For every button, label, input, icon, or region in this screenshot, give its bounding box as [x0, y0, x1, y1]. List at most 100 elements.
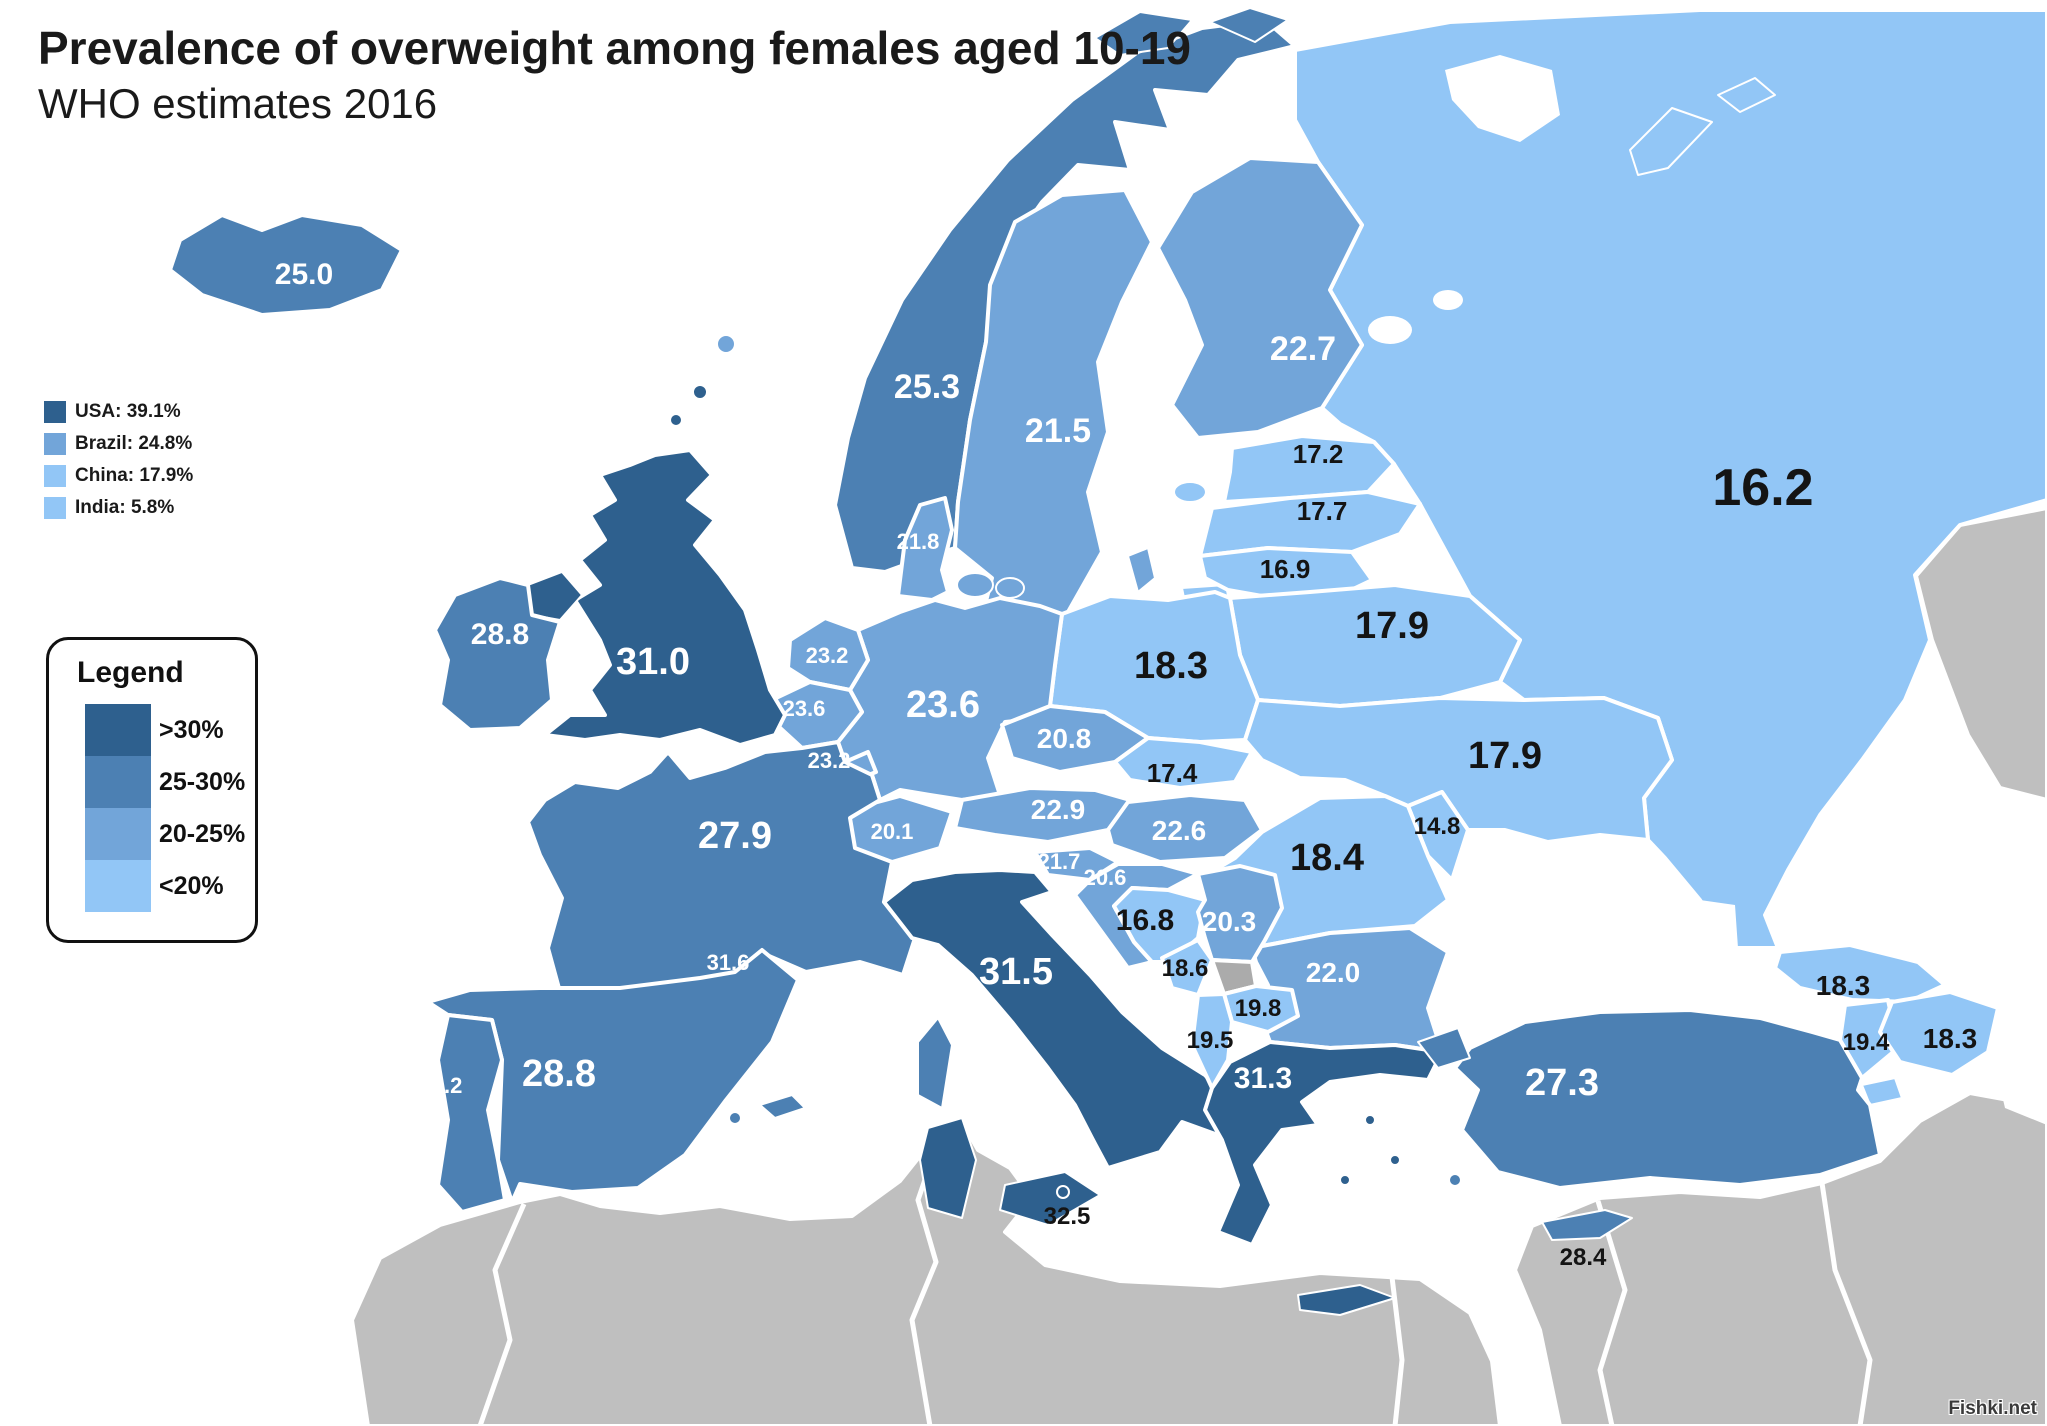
denmark-funen-island: [995, 577, 1025, 599]
saaremaa-island: [1173, 481, 1207, 503]
country-cyprus: [1541, 1209, 1633, 1241]
legend-label-gt30: >30%: [159, 715, 224, 744]
india-color-swatch: [44, 497, 66, 519]
legend-swatches: [85, 704, 151, 912]
country-uk-northern-ireland: [527, 571, 583, 621]
novaya-zemlya-island: [1629, 107, 1713, 176]
aegean-island-1: [1364, 1114, 1376, 1126]
usa-color-swatch: [44, 401, 66, 423]
ibiza-island: [728, 1111, 742, 1125]
faroe-islands: [716, 334, 736, 354]
british-isles-group: [433, 384, 787, 747]
label-turkey: 27.3: [1525, 1062, 1599, 1104]
label-bulgaria: 22.0: [1306, 957, 1361, 988]
label-croatia: 20.6: [1084, 865, 1127, 890]
label-ukraine: 17.9: [1468, 735, 1542, 777]
watermark: Fishki.net: [1948, 1398, 2037, 1419]
country-finland: [1156, 156, 1364, 440]
label-belgium: 23.6: [783, 696, 826, 721]
china-color-swatch: [44, 465, 66, 487]
country-portugal: [436, 1013, 507, 1214]
country-denmark: [896, 496, 954, 602]
country-turkey: [1453, 1008, 1882, 1190]
label-estonia: 17.2: [1293, 439, 1344, 469]
crete-island: [1297, 1284, 1396, 1316]
label-italy: 31.5: [979, 951, 1053, 993]
label-portugal: 29.2: [420, 1073, 463, 1098]
label-iceland: 25.0: [275, 258, 333, 291]
legend-swatch-gt30: [85, 704, 151, 756]
label-finland: 22.7: [1270, 330, 1336, 368]
denmark-zealand-island: [956, 572, 994, 598]
black-sea: [1452, 845, 1738, 1000]
sicily-island: [999, 1171, 1101, 1226]
country-united-kingdom: [543, 448, 787, 747]
label-norway: 25.3: [894, 368, 960, 406]
country-albania: [1190, 992, 1234, 1090]
label-switzerland: 20.1: [871, 819, 914, 844]
china-label: China: 17.9%: [75, 465, 194, 486]
caucasus-turkey-group: [1417, 943, 2000, 1241]
country-hungary: [1106, 793, 1264, 864]
novaya-zemlya-island-north: [1717, 77, 1776, 113]
label-andorra: 31.6: [707, 950, 750, 975]
baltics-group: [1173, 434, 1422, 602]
country-belgium: [770, 680, 864, 750]
label-latvia: 17.7: [1297, 496, 1348, 526]
country-ireland: [433, 576, 562, 732]
shetland-islands: [692, 384, 708, 400]
svalbard-islands-east: [1209, 7, 1289, 43]
nakhchivan-exclave: [1861, 1077, 1903, 1106]
gotland-island: [1127, 547, 1156, 593]
middle-east-border-2: [1819, 1182, 1873, 1426]
reference-item-china: China: 17.9%: [44, 460, 193, 492]
white-sea: [1445, 55, 1560, 142]
label-ireland: 28.8: [471, 618, 529, 651]
country-ukraine: [1243, 696, 1674, 844]
label-bosnia: 16.8: [1116, 904, 1174, 937]
country-turkey-thrace: [1417, 1027, 1471, 1069]
country-iceland: [168, 213, 404, 317]
legend-label-20-25: 20-25%: [159, 819, 246, 848]
legend-swatch-25-30: [85, 756, 151, 808]
country-sweden: [953, 188, 1154, 660]
label-lithuania: 16.9: [1260, 554, 1311, 584]
reference-item-usa: USA: 39.1%: [44, 396, 193, 428]
aegean-island-2: [1389, 1154, 1401, 1166]
label-denmark: 21.8: [897, 529, 940, 554]
country-bosnia: [1112, 886, 1207, 964]
label-montenegro: 18.6: [1162, 955, 1209, 982]
india-label: India: 5.8%: [75, 497, 175, 518]
svalbard-islands-west: [1094, 11, 1193, 56]
label-belarus: 17.9: [1355, 605, 1429, 647]
label-hungary: 22.6: [1152, 815, 1207, 846]
label-sweden: 21.5: [1025, 412, 1091, 450]
label-austria: 22.9: [1031, 794, 1086, 825]
brazil-color-swatch: [44, 433, 66, 455]
middle-east-border-1: [1595, 1200, 1628, 1426]
legend-swatch-20-25: [85, 808, 151, 860]
label-georgia: 18.3: [1816, 970, 1871, 1001]
western-europe-group: [426, 740, 953, 1214]
reference-item-india: India: 5.8%: [44, 492, 193, 524]
label-netherlands: 23.2: [806, 643, 849, 668]
map-subtitle: WHO estimates 2016: [38, 79, 438, 127]
country-slovakia: [1113, 736, 1254, 790]
legend-title: Legend: [77, 656, 184, 689]
orkney-islands: [669, 413, 683, 427]
nordics-group: [168, 7, 1364, 660]
legend-box: Legend >30% 25-30% 20-25% <20%: [46, 637, 258, 943]
legend-body: >30% 25-30% 20-25% <20%: [85, 704, 255, 912]
label-albania: 19.5: [1187, 1027, 1234, 1054]
label-greece: 31.3: [1234, 1062, 1292, 1095]
lake-ladoga: [1368, 316, 1412, 344]
label-slovenia: 21.7: [1038, 849, 1081, 874]
label-moldova: 14.8: [1414, 813, 1461, 840]
brazil-label: Brazil: 24.8%: [75, 433, 193, 454]
label-spain: 28.8: [522, 1053, 596, 1095]
label-armenia: 19.4: [1843, 1029, 1890, 1056]
label-macedonia: 19.8: [1235, 995, 1282, 1022]
legend-labels: >30% 25-30% 20-25% <20%: [159, 704, 245, 912]
